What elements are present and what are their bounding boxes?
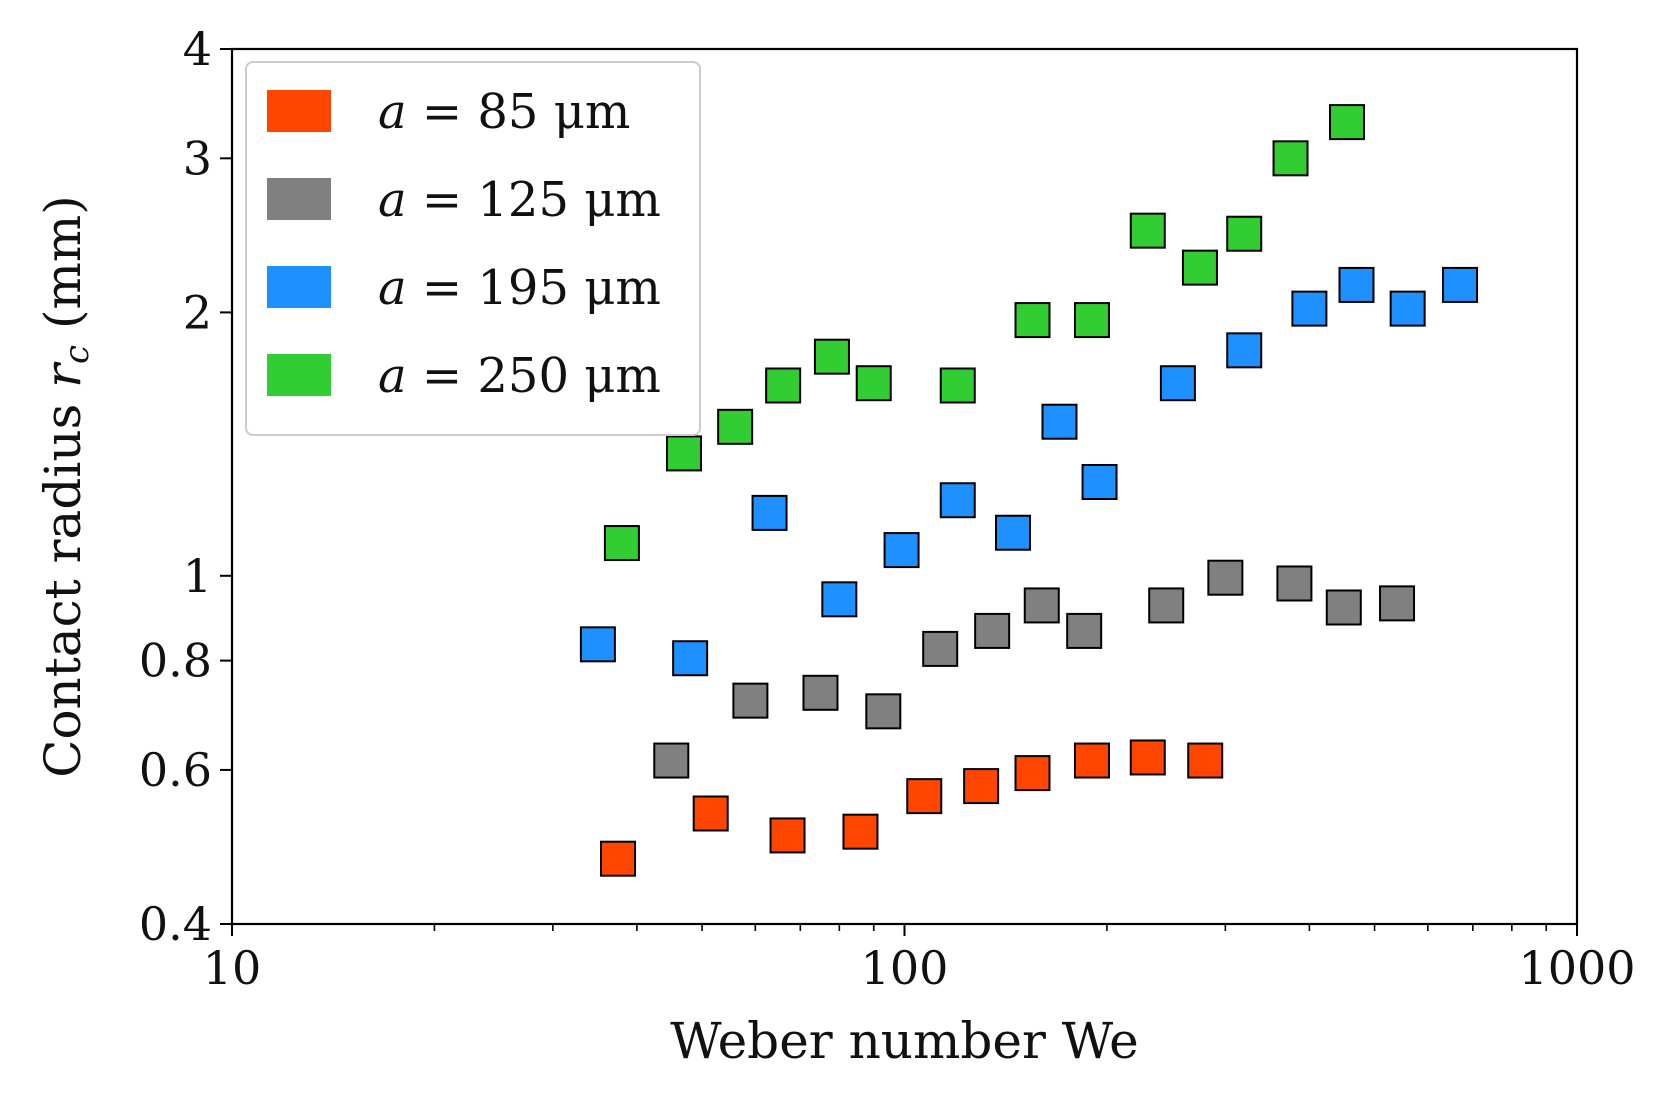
data-point-series-4 (603, 525, 640, 562)
legend-label-3: a = 195 μm (378, 260, 661, 316)
data-point-series-3 (1291, 290, 1328, 327)
data-point-series-1 (692, 795, 729, 832)
y-axis-label-subscript: c (57, 345, 97, 364)
data-point-series-1 (1129, 739, 1166, 776)
data-point-series-1 (1187, 742, 1224, 779)
data-point-series-2 (732, 682, 769, 719)
axes-layer: 10 100 1000 0.4 0.6 0.8 1 2 3 4 (139, 22, 1636, 995)
data-point-series-1 (769, 817, 806, 854)
data-point-series-1 (600, 840, 637, 877)
data-point-series-3 (995, 514, 1032, 551)
data-point-series-3 (1442, 266, 1479, 303)
y-axis-label-suffix: (mm) (34, 195, 92, 345)
data-point-series-3 (1338, 266, 1375, 303)
data-point-series-4 (939, 367, 976, 404)
x-tick-label: 10 (203, 941, 262, 995)
data-point-series-3 (1081, 463, 1118, 500)
y-tick-label: 2 (183, 285, 212, 339)
data-point-series-3 (821, 581, 858, 618)
data-point-series-4 (665, 435, 702, 472)
data-point-series-4 (1014, 302, 1051, 339)
data-point-series-2 (653, 742, 690, 779)
data-point-series-3 (672, 640, 709, 677)
data-point-series-2 (1325, 589, 1362, 626)
data-point-series-4 (855, 365, 892, 402)
data-point-series-2 (865, 693, 902, 730)
data-point-series-4 (1272, 140, 1309, 177)
y-tick-label: 3 (183, 131, 212, 185)
data-point-series-1 (1014, 755, 1051, 792)
data-point-series-3 (1041, 403, 1078, 440)
x-axis-label: Weber number We (670, 1012, 1138, 1070)
data-point-series-4 (1329, 104, 1366, 141)
legend-box (245, 61, 701, 436)
data-point-series-2 (1148, 587, 1185, 624)
y-tick-label: 4 (183, 22, 212, 76)
data-point-series-2 (1379, 585, 1416, 622)
data-point-series-4 (1073, 302, 1110, 339)
data-point-series-1 (1073, 742, 1110, 779)
x-tick-label: 1000 (1518, 941, 1635, 995)
data-point-series-3 (751, 494, 788, 531)
data-point-series-2 (1066, 612, 1103, 649)
data-point-series-4 (717, 408, 754, 445)
legend-label-2: a = 125 μm (378, 172, 661, 228)
legend: a = 85 μm a = 125 μm a = 195 μm a = 250 μm (245, 61, 701, 436)
data-point-series-3 (1389, 290, 1426, 327)
y-axis-label: Contact radius rc (mm) (34, 195, 97, 778)
data-point-series-2 (1023, 587, 1060, 624)
data-point-series-4 (1181, 249, 1218, 286)
y-tick-label: 0.8 (139, 634, 212, 688)
data-point-series-3 (1226, 332, 1263, 369)
legend-swatch-2 (267, 178, 331, 220)
legend-swatch-1 (267, 90, 331, 132)
y-axis-label-prefix: Contact radius (34, 388, 92, 778)
data-point-series-2 (1276, 565, 1313, 602)
markers-layer (579, 104, 1479, 877)
data-point-series-4 (1226, 215, 1263, 252)
legend-label-1: a = 85 μm (378, 84, 630, 140)
y-tick-label: 1 (183, 549, 212, 603)
data-point-series-2 (922, 630, 959, 667)
data-point-series-3 (579, 626, 616, 663)
y-axis-label-symbol: r (34, 361, 92, 388)
data-point-series-4 (765, 367, 802, 404)
data-point-series-1 (842, 813, 879, 850)
data-point-series-1 (963, 768, 1000, 805)
legend-label-4: a = 250 μm (378, 348, 661, 404)
data-point-series-4 (1129, 212, 1166, 249)
legend-swatch-3 (267, 266, 331, 308)
data-point-series-2 (1207, 559, 1244, 596)
data-point-series-3 (1159, 365, 1196, 402)
data-point-series-3 (939, 482, 976, 519)
y-tick-label: 0.6 (139, 743, 212, 797)
x-tick-label: 100 (861, 941, 949, 995)
data-point-series-4 (813, 338, 850, 375)
y-tick-label: 0.4 (139, 897, 212, 951)
data-point-series-2 (802, 674, 839, 711)
data-point-series-2 (974, 612, 1011, 649)
data-point-series-1 (906, 778, 943, 815)
data-point-series-3 (883, 532, 920, 569)
legend-swatch-4 (267, 354, 331, 396)
